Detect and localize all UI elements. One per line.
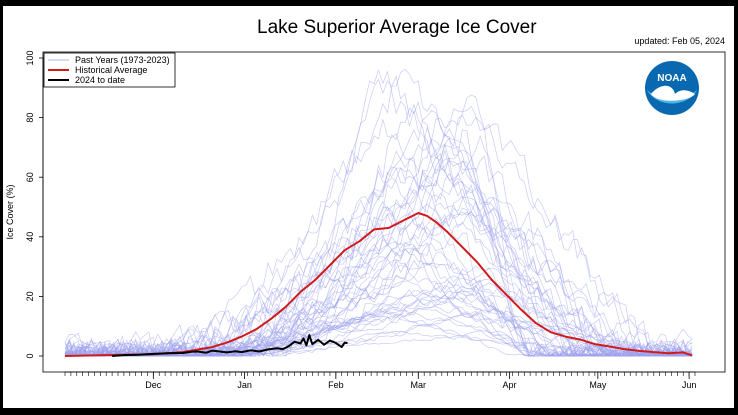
y-axis: 0 20 40 60 80 100 xyxy=(25,50,44,359)
past-year-line xyxy=(64,295,693,357)
x-axis: Dec Jan Feb Mar Apr May Jun xyxy=(64,371,697,390)
y-tick-label: 80 xyxy=(25,113,35,123)
past-year-line xyxy=(64,69,693,358)
y-tick-label: 100 xyxy=(25,50,35,65)
x-tick-label: Jun xyxy=(682,380,697,390)
x-tick-label: Dec xyxy=(145,380,162,390)
x-tick-label: Jan xyxy=(237,380,252,390)
y-axis-label: Ice Cover (%) xyxy=(5,184,15,239)
chart-panel: Lake Superior Average Ice Cover updated:… xyxy=(3,6,734,408)
past-year-line xyxy=(64,188,693,357)
x-tick-label: Apr xyxy=(503,380,517,390)
past-year-line xyxy=(64,242,693,357)
past-year-line xyxy=(64,129,693,357)
noaa-logo-icon: NOAA xyxy=(645,61,699,115)
ice-cover-chart: Lake Superior Average Ice Cover updated:… xyxy=(5,17,726,390)
past-year-line xyxy=(64,285,693,357)
series-lines xyxy=(64,212,693,357)
legend-label-past-years: Past Years (1973-2023) xyxy=(75,55,170,65)
x-tick-label: Mar xyxy=(411,380,427,390)
legend-label-2024: 2024 to date xyxy=(75,75,125,85)
x-tick-label: Feb xyxy=(328,380,344,390)
past-year-line xyxy=(64,119,693,357)
legend-label-historical-average: Historical Average xyxy=(75,65,147,75)
past-year-line xyxy=(65,187,693,357)
past-year-line xyxy=(64,167,693,357)
past-year-line xyxy=(65,135,693,358)
past-year-line xyxy=(64,173,693,357)
y-tick-label: 40 xyxy=(25,232,35,242)
y-tick-label: 0 xyxy=(25,353,35,358)
updated-date: updated: Feb 05, 2024 xyxy=(634,36,725,46)
current-year-line xyxy=(112,334,348,357)
past-years-lines xyxy=(64,68,693,358)
past-year-line xyxy=(64,160,693,357)
chart-title: Lake Superior Average Ice Cover xyxy=(257,17,537,38)
y-tick-label: 20 xyxy=(25,291,35,301)
plot-box xyxy=(42,51,726,373)
past-year-line xyxy=(64,169,693,357)
x-tick-label: May xyxy=(589,380,607,390)
y-tick-label: 60 xyxy=(25,172,35,182)
noaa-logo-text: NOAA xyxy=(657,73,686,84)
past-year-line xyxy=(64,68,693,358)
legend-box xyxy=(43,52,176,88)
historical-average-line xyxy=(64,212,693,357)
legend: Past Years (1973-2023) Historical Averag… xyxy=(43,52,176,88)
